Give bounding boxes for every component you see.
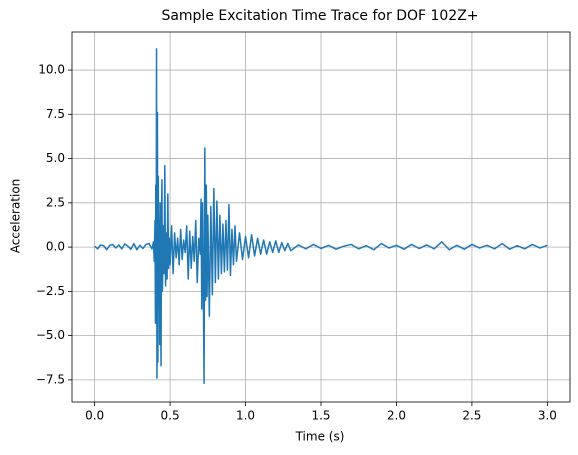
y-axis-label: Acceleration bbox=[9, 179, 23, 254]
y-tick-label: −5.0 bbox=[36, 328, 65, 342]
x-tick-label: 3.0 bbox=[538, 409, 557, 423]
x-axis-label: Time (s) bbox=[295, 430, 345, 444]
y-tick-label: 0.0 bbox=[46, 240, 65, 254]
y-tick-label: −2.5 bbox=[36, 284, 65, 298]
y-tick-label: −7.5 bbox=[36, 372, 65, 386]
chart-title: Sample Excitation Time Trace for DOF 102… bbox=[161, 8, 478, 24]
x-tick-label: 1.5 bbox=[311, 409, 330, 423]
y-tick-label: 7.5 bbox=[46, 107, 65, 121]
x-tick-label: 2.5 bbox=[462, 409, 481, 423]
y-tick-label: 5.0 bbox=[46, 151, 65, 165]
y-tick-label: 2.5 bbox=[46, 195, 65, 209]
plot-frame bbox=[71, 31, 571, 403]
x-tick-label: 0.0 bbox=[85, 409, 104, 423]
x-tick-label: 2.0 bbox=[387, 409, 406, 423]
x-tick-label: 1.0 bbox=[236, 409, 255, 423]
data-line bbox=[94, 48, 548, 385]
x-tick-label: 0.5 bbox=[161, 409, 180, 423]
y-tick-label: 10.0 bbox=[38, 63, 65, 77]
